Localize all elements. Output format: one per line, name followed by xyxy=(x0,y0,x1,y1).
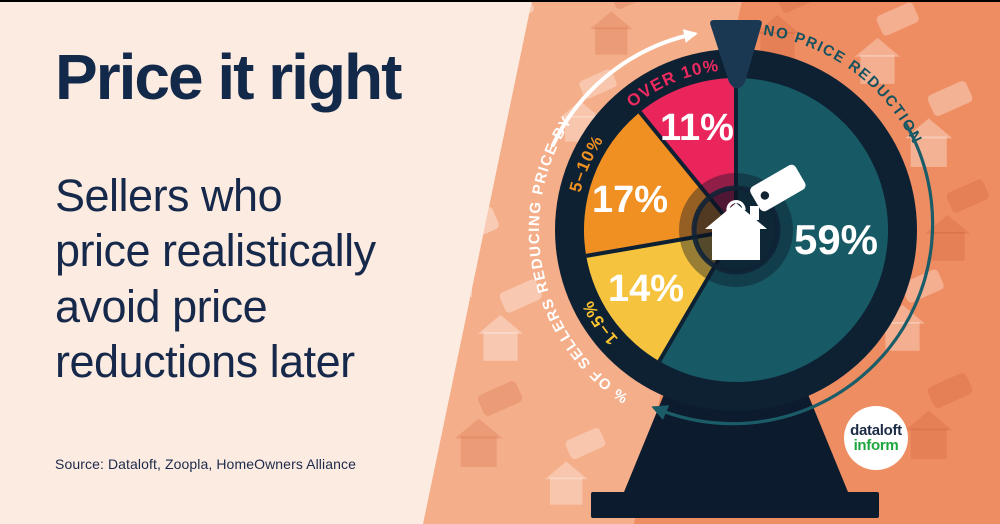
segment-5-10pct xyxy=(583,112,736,256)
prize-wheel: 11% 17% 14% 59% 1–5% 5–10% OVER 10% xyxy=(555,49,917,411)
dataloft-inform-logo: dataloft inform xyxy=(844,406,908,470)
house-with-price-tag-icon xyxy=(705,164,806,260)
value-label-over-10pct: 11% xyxy=(660,107,734,149)
segment-over-10pct xyxy=(639,77,736,230)
value-label-5-10pct: 17% xyxy=(592,179,668,221)
value-label-no-price-reduction: 59% xyxy=(794,216,878,263)
source-attribution: Source: Dataloft, Zoopla, HomeOwners All… xyxy=(55,456,356,472)
house-roof xyxy=(705,203,767,229)
page-title: Price it right xyxy=(55,41,402,113)
logo-dataloft-text: dataloft xyxy=(850,421,902,439)
segment-1-5pct xyxy=(586,230,736,362)
house-chimney xyxy=(750,206,759,220)
wheel-pointer xyxy=(710,20,762,89)
spin-arrow-teal xyxy=(651,122,935,426)
logo-inform-text: inform xyxy=(853,437,899,454)
spin-arrow-white xyxy=(551,29,698,147)
value-label-1-5pct: 14% xyxy=(608,268,684,310)
page-subtitle: Sellers who price realistically avoid pr… xyxy=(55,170,376,388)
top-border xyxy=(0,0,1000,2)
house-body xyxy=(712,227,760,260)
segment-no-price-reduction xyxy=(659,77,889,382)
price-tag-icon xyxy=(750,164,806,212)
